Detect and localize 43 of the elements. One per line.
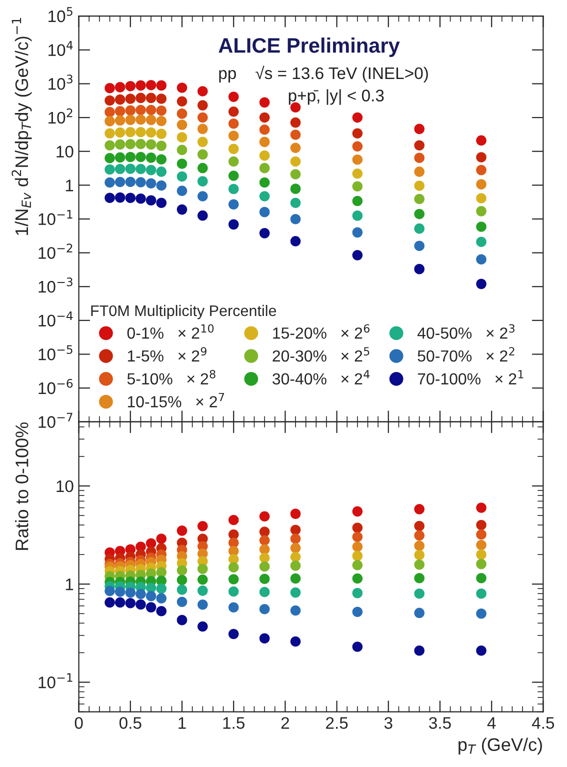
y-tick-label: 10$^{2}$	[48, 108, 72, 124]
legend-label: 10-15% × 2$^{7}$	[128, 392, 224, 408]
y-axis-title: Ratio to 0-100%	[15, 422, 28, 550]
annotation: p+p̄, |y| < 0.3	[288, 89, 384, 105]
y-tick-label: 10$^{−1}$	[38, 673, 72, 688]
legend-label: 5-10% × 2$^{8}$	[127, 370, 216, 385]
y-tick-label: 10$^{−4}$	[38, 311, 73, 327]
legend-label: 1-5% × 2$^{9}$	[128, 347, 206, 362]
y-tick-label: 10$^{−5}$	[38, 345, 72, 360]
y-tick-label: 10$^{4}$	[48, 40, 73, 56]
annotation: pp √s = 13.6 TeV (INEL>0)	[219, 66, 428, 82]
x-tick-label: 0	[74, 717, 83, 729]
legend-label: 70-100% × 2$^{1}$	[418, 370, 524, 385]
y-tick-label: 10$^{−1}$	[38, 210, 72, 226]
x-tick-label: 1	[178, 717, 186, 729]
y-axis-title: 1/N$_{Ev}$ d$^{2}$N/dp$_{T}$dy (GeV/c)$^{−1}$	[12, 18, 32, 236]
legend-label: 20-30% × 2$^{5}$	[272, 347, 370, 362]
annotation: ALICE Preliminary	[218, 38, 400, 57]
y-tick-label: 1	[66, 180, 74, 192]
legend-title: FT0M Multiplicity Percentile	[91, 304, 276, 320]
x-tick-label: 0.5	[119, 717, 142, 729]
x-tick-label: 3.5	[429, 717, 451, 729]
y-tick-label: 10$^{−7}$	[38, 412, 72, 428]
x-tick-label: 2	[281, 717, 289, 729]
legend-label: 0-1% × 2$^{10}$	[127, 324, 214, 339]
y-tick-label: 10$^{3}$	[48, 74, 72, 90]
x-tick-label: 1.5	[223, 717, 244, 729]
x-tick-label: 2.5	[326, 717, 348, 729]
x-tick-label: 3	[384, 717, 392, 729]
y-tick-label: 1	[66, 578, 74, 590]
y-tick-label: 10$^{−2}$	[38, 244, 72, 259]
y-tick-label: 10$^{−6}$	[38, 378, 73, 394]
legend-label: 15-20% × 2$^{6}$	[273, 324, 370, 339]
x-tick-label: 4.5	[532, 717, 554, 729]
y-tick-label: 10	[56, 146, 74, 158]
x-axis-title: p$_{T}$ (GeV/c)	[458, 738, 542, 755]
y-tick-label: 10$^{−3}$	[38, 277, 72, 293]
x-tick-label: 4	[487, 717, 496, 729]
legend-label: 30-40% × 2$^{4}$	[272, 370, 370, 385]
y-tick-label: 10$^{5}$	[48, 7, 72, 22]
y-tick-label: 10	[56, 480, 74, 492]
legend-label: 50-70% × 2$^{2}$	[418, 347, 514, 362]
legend-label: 40-50% × 2$^{3}$	[417, 324, 514, 339]
